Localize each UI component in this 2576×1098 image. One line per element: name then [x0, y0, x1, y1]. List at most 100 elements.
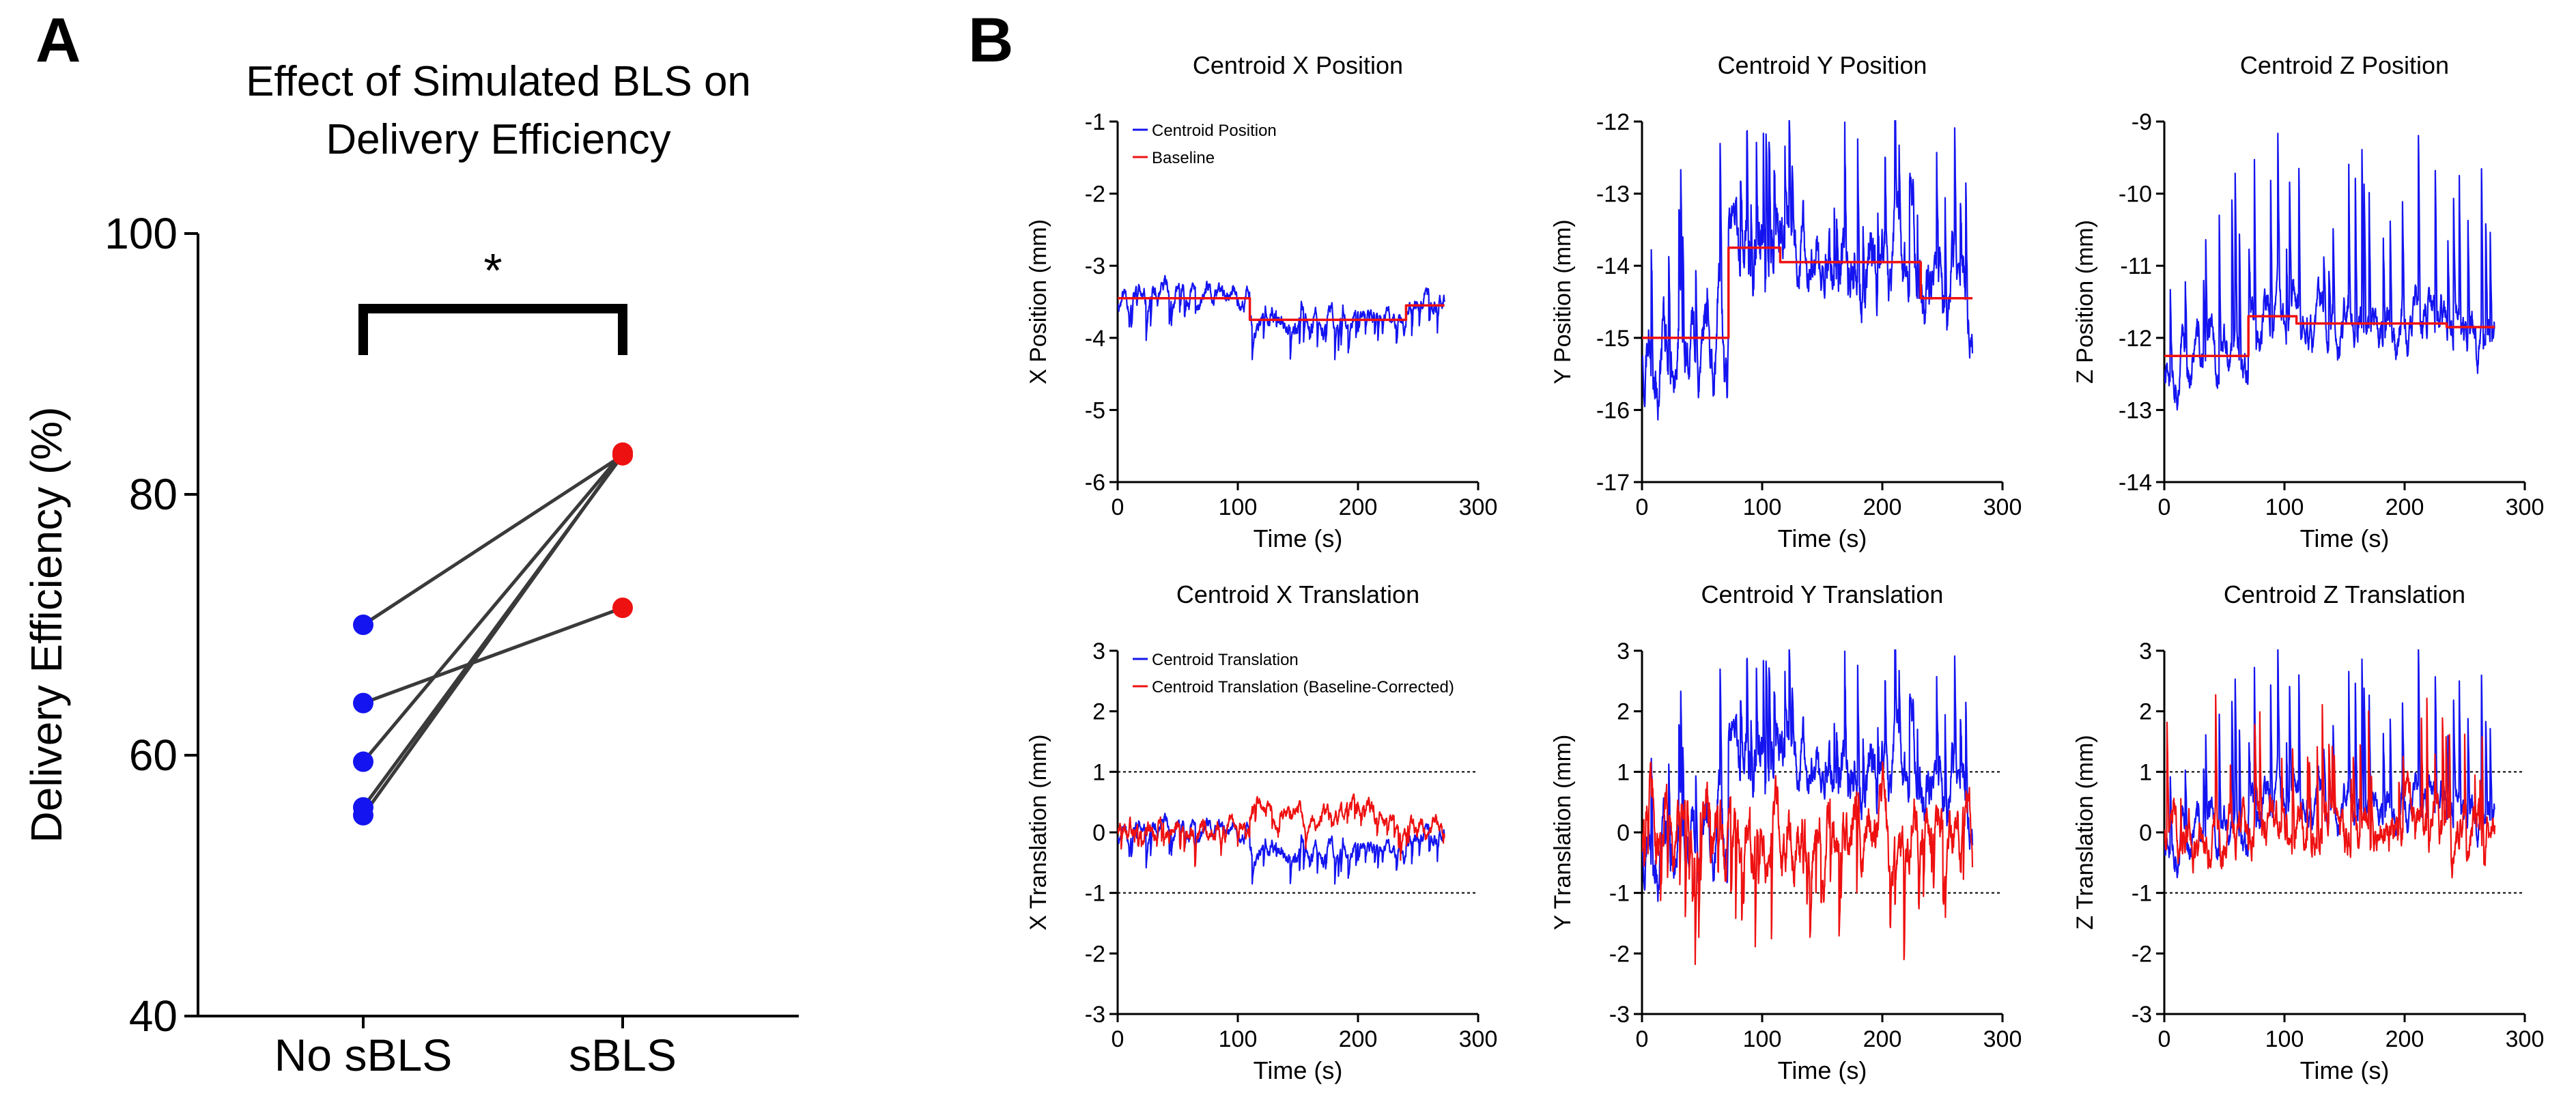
chart-title: Centroid X Position: [1193, 51, 1403, 79]
y-axis-label: Y Translation (mm): [1550, 735, 1576, 931]
y-tick-label: 3: [1617, 638, 1630, 664]
plot-lines: [1118, 793, 1445, 885]
y-tick-label: -5: [1085, 397, 1105, 423]
y-tick-label: 60: [129, 731, 178, 780]
series-red: [1118, 793, 1445, 867]
series-blue: [1118, 274, 1445, 361]
legend-label: Baseline: [1152, 149, 1215, 167]
point-no-sbls: [353, 804, 373, 826]
y-tick-label: -4: [1085, 326, 1105, 352]
y-tick-label: -17: [1596, 470, 1630, 496]
x-tick-label: 300: [2506, 494, 2545, 520]
x-tick-label: 300: [1459, 1026, 1498, 1052]
y-tick-label: -3: [1085, 253, 1105, 279]
plot-lines: [1642, 120, 1974, 421]
y-tick-label: -1: [1609, 881, 1630, 907]
x-tick-label: 0: [2158, 494, 2171, 520]
x-axis-label: Time (s): [2300, 524, 2390, 552]
x-tick-label: 100: [1743, 494, 1782, 520]
significance-star: *: [483, 244, 502, 297]
x-category-label: No sBLS: [274, 1030, 452, 1080]
chart-title: Centroid Y Position: [1718, 51, 1927, 79]
x-tick-label: 100: [2265, 494, 2304, 520]
plot-lines: [1118, 274, 1445, 361]
chart-czt: Centroid Z Translation -3 -2 -1 0 1 2 3 0 100 200 3…: [2072, 580, 2544, 1084]
y-tick-label: -1: [1085, 109, 1105, 135]
x-tick-label: 200: [2386, 1026, 2424, 1052]
chart-title: Centroid Z Position: [2240, 51, 2449, 79]
chart-title: Centroid Y Translation: [1701, 580, 1944, 608]
x-axis-label: Time (s): [1778, 1056, 1867, 1084]
significance-bracket: [358, 304, 627, 355]
y-tick-label: -15: [1596, 326, 1630, 352]
y-tick-label: -1: [1085, 881, 1105, 907]
chart-cyt: Centroid Y Translation -3 -2 -1 0 1 2 3 0 100 200 3…: [1550, 580, 2022, 1084]
x-tick-label: 300: [1459, 494, 1498, 520]
x-tick-label: 0: [1112, 494, 1124, 520]
x-tick-label: 200: [1339, 494, 1378, 520]
y-axis-label: X Position (mm): [1025, 219, 1051, 384]
panel-label-b: B: [968, 5, 1013, 75]
y-tick-label: -6: [1085, 470, 1105, 496]
chart-title-line2: Delivery Efficiency: [326, 116, 670, 163]
y-tick-label: 0: [2139, 820, 2152, 846]
pair-connector: [362, 453, 624, 627]
y-tick-label: -2: [2132, 941, 2152, 967]
plot-lines: [2164, 649, 2496, 879]
y-tick-label: -14: [2119, 470, 2152, 496]
legend-label: Centroid Position: [1152, 122, 1277, 140]
y-tick-label: 80: [129, 470, 178, 519]
y-tick-label: -3: [1609, 1002, 1630, 1028]
y-tick-label: 0: [1617, 820, 1630, 846]
y-tick-label: -1: [2132, 881, 2152, 907]
legend-label: Centroid Translation: [1152, 651, 1299, 669]
series-blue: [1642, 120, 1974, 421]
x-tick-label: 300: [2506, 1026, 2545, 1052]
y-tick-label: 3: [1092, 638, 1105, 664]
y-axis-label: Z Position (mm): [2072, 220, 2098, 384]
x-axis-label: Time (s): [1254, 1056, 1343, 1084]
series-red: [1642, 761, 1974, 966]
y-tick-label: 2: [2139, 699, 2152, 725]
series-blue: [2164, 132, 2495, 411]
y-axis-label: Delivery Efficiency (%): [22, 407, 71, 843]
y-tick-label: 1: [2139, 759, 2152, 785]
y-tick-label: -10: [2119, 182, 2152, 208]
series-red: [1642, 247, 1972, 339]
plot-lines: [2164, 132, 2495, 411]
point-no-sbls: [353, 751, 373, 772]
legend-label: Centroid Translation (Baseline-Corrected…: [1152, 678, 1454, 696]
y-tick-label: -3: [2132, 1002, 2152, 1028]
y-tick-label: 100: [104, 209, 178, 258]
y-tick-label: -13: [2119, 397, 2152, 423]
chart-paired: Effect of Simulated BLS on Delivery Effic…: [22, 58, 799, 1080]
y-tick-label: -11: [2120, 253, 2152, 279]
chart-area: Effect of Simulated BLS on Delivery Effic…: [22, 51, 2544, 1084]
chart-cyp: Centroid Y Position -17 -16 -15 -14 -13 -12 0 10…: [1550, 51, 2022, 552]
x-tick-label: 100: [1219, 494, 1258, 520]
point-sbls: [612, 443, 633, 464]
x-tick-label: 0: [1112, 1026, 1124, 1052]
plot-lines: [1642, 649, 1974, 966]
point-no-sbls: [353, 692, 373, 714]
x-tick-label: 200: [1863, 494, 1902, 520]
y-tick-label: 0: [1092, 820, 1105, 846]
x-axis-label: Time (s): [1778, 524, 1867, 552]
y-tick-label: 40: [129, 991, 178, 1041]
pair-connector: [363, 606, 623, 705]
point-no-sbls: [353, 615, 373, 635]
chart-cxt: Centroid X Translation -3 -2 -1 0 1 2 3 0 100 200 3…: [1025, 580, 1497, 1084]
y-tick-label: -13: [1596, 182, 1630, 208]
pair-connector: [362, 451, 624, 763]
y-tick-label: -14: [1596, 253, 1630, 279]
legend: Centroid Position Baseline: [1133, 122, 1277, 167]
y-tick-label: -2: [1609, 941, 1630, 967]
x-tick-label: 100: [2265, 1026, 2304, 1052]
y-tick-label: -2: [1085, 182, 1105, 208]
series-blue: [1642, 649, 1974, 902]
chart-title-line1: Effect of Simulated BLS on: [246, 58, 751, 105]
y-tick-label: -2: [1085, 941, 1105, 967]
series-red: [2164, 694, 2496, 879]
y-tick-label: -12: [2119, 326, 2152, 352]
